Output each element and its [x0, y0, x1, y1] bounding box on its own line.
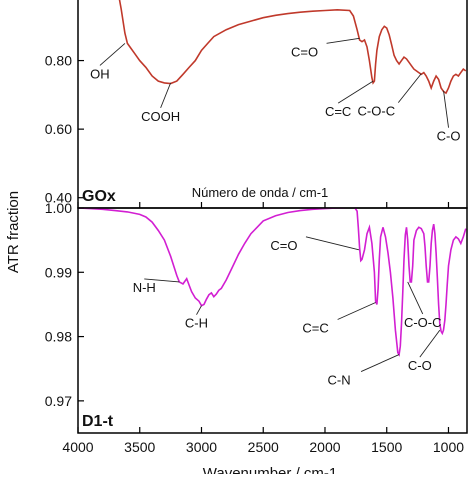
x-tick-label: 3500	[124, 439, 155, 455]
y-tick-label: 0.98	[45, 329, 72, 345]
x-tick-label: 1000	[433, 439, 464, 455]
d1t-panel: 0.97 0.98 0.99 1.00 4000 3500 3000 2500 2000 1500…	[45, 200, 468, 455]
y-tick-label: 0.40	[45, 190, 72, 206]
annotation-leader	[407, 281, 424, 315]
peak-annotation: C-O	[408, 358, 432, 373]
plot-frame	[77, 207, 468, 434]
peak-annotation: C-O-C	[358, 104, 396, 119]
annotation-leader	[305, 236, 360, 251]
peak-annotation: C=O	[270, 238, 297, 253]
y-tick-label: 0.97	[45, 393, 72, 409]
y-tick-label: 0.99	[45, 264, 72, 280]
peak-annotation: C-O	[437, 129, 461, 144]
series-line-d1-t	[78, 208, 467, 357]
annotation-leader	[144, 278, 180, 283]
peak-annotation: C-N	[328, 373, 351, 388]
y-tick-label: 0.60	[45, 121, 72, 137]
annotation-leader	[196, 305, 202, 315]
x-tick-label: 4000	[62, 439, 93, 455]
peak-annotation: C=O	[291, 44, 318, 59]
annotation-leader	[443, 90, 449, 128]
x-tick-label: 3000	[186, 439, 217, 455]
annotation-leader	[160, 82, 172, 109]
x-axis-label: Wavenumber / cm-1	[203, 465, 337, 474]
annotation-leader	[360, 354, 400, 372]
peak-annotation: C-H	[185, 316, 208, 331]
x-tick-label: 2500	[248, 439, 279, 455]
panel-label: GOx	[82, 188, 116, 205]
annotation-leader	[419, 329, 441, 358]
peak-annotation: C=C	[302, 321, 328, 336]
peak-annotation: C-O-C	[404, 315, 442, 330]
x-tick-label: 2000	[309, 439, 340, 455]
annotation-leader	[99, 43, 126, 66]
y-tick-label: 1.00	[45, 200, 72, 216]
peak-annotation: COOH	[141, 109, 180, 124]
peak-annotation: C=C	[325, 104, 351, 119]
annotation-leader	[397, 73, 422, 103]
plot-frame	[77, 0, 468, 209]
top-panel-x-label: Número de onda / cm-1	[192, 185, 329, 200]
x-tick-label: 1500	[371, 439, 402, 455]
annotation-leader	[337, 302, 376, 320]
series-line-gox	[118, 0, 467, 95]
annotation-leader	[337, 80, 374, 104]
annotation-leader	[326, 37, 360, 44]
peak-annotation: OH	[90, 66, 110, 81]
panel-label: D1-t	[82, 413, 114, 430]
y-tick-label: 0.80	[45, 53, 72, 69]
peak-annotation: N-H	[133, 280, 156, 295]
gox-panel: 0.40 0.60 0.80 OH COOH C=O C=C C-O-C C-O GOx Númer…	[45, 0, 468, 209]
y-axis-label: ATR fraction	[5, 191, 22, 273]
